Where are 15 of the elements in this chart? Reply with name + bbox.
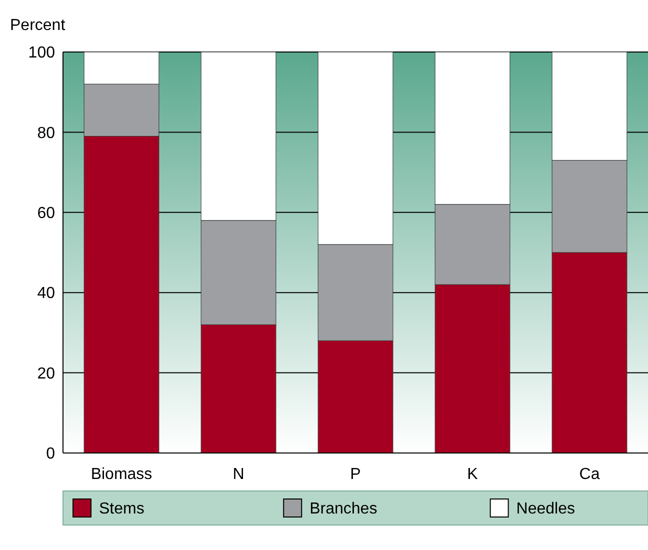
y-axis-title: Percent — [10, 17, 66, 34]
legend-label: Needles — [516, 500, 576, 518]
y-tick-label: 60 — [37, 205, 56, 222]
x-tick-label: P — [350, 466, 361, 483]
x-tick-label: Ca — [579, 466, 600, 483]
y-tick-label: 100 — [28, 44, 56, 62]
x-tick-label: N — [232, 466, 244, 483]
legend-label: Branches — [310, 500, 378, 518]
y-tick-label: 40 — [37, 285, 56, 302]
x-tick-label: K — [467, 466, 478, 483]
y-tick-label: 0 — [46, 446, 56, 463]
text: Stems — [99, 500, 144, 518]
x-tick-label: Biomass — [90, 466, 152, 483]
y-tick-label: 80 — [37, 124, 56, 142]
y-tick-label: 20 — [37, 365, 56, 382]
